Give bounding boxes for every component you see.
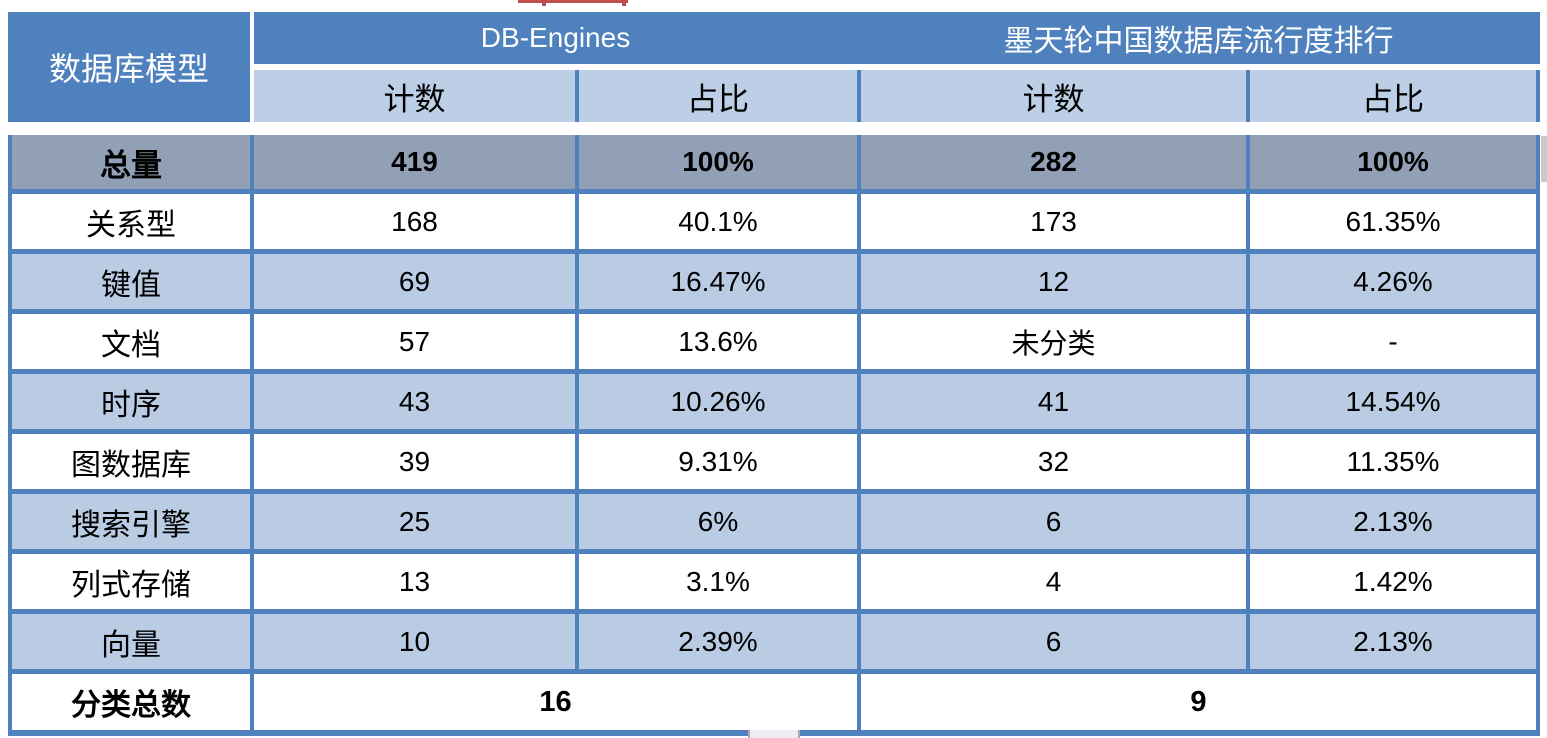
header-right-region: DB-Engines 墨天轮中国数据库流行度排行 计数 占比 计数 占比 (254, 12, 1540, 122)
percent-cell: 14.54% (1250, 374, 1536, 429)
table-row: 时序 43 10.26% 41 14.54% (8, 369, 1540, 429)
percent-cell: 9.31% (579, 434, 857, 489)
group-header-motianlun: 墨天轮中国数据库流行度排行 (1003, 25, 1394, 58)
count-cell: 4 (861, 554, 1246, 609)
count-cell: 未分类 (861, 314, 1246, 369)
red-text-descender (622, 0, 626, 6)
count-cell: 32 (861, 434, 1246, 489)
table-row: 搜索引擎 25 6% 6 2.13% (8, 489, 1540, 549)
count-cell: 6 (861, 494, 1246, 549)
percent-cell: 40.1% (579, 194, 857, 249)
percent-cell: 4.26% (1250, 254, 1536, 309)
percent-cell: 11.35% (1250, 434, 1536, 489)
percent-cell: 16.47% (579, 254, 857, 309)
subheader-dbengines-count: 计数 (254, 70, 575, 122)
percent-cell: 13.6% (579, 314, 857, 369)
group-header-row: DB-Engines 墨天轮中国数据库流行度排行 (254, 12, 1540, 64)
count-cell: 419 (254, 135, 575, 189)
database-model-comparison-table: 数据库模型 DB-Engines 墨天轮中国数据库流行度排行 计数 占比 计数 … (8, 12, 1540, 736)
percent-cell: 61.35% (1250, 194, 1536, 249)
count-cell: 41 (861, 374, 1246, 429)
row-label: 列式存储 (12, 554, 250, 609)
percent-cell: 2.13% (1250, 614, 1536, 669)
percent-cell: 10.26% (579, 374, 857, 429)
dbengines-category-count: 16 (254, 674, 857, 730)
subheader-dbengines-share: 占比 (579, 70, 857, 122)
table-row: 文档 57 13.6% 未分类 - (8, 309, 1540, 369)
percent-cell: 100% (579, 135, 857, 189)
header-gap (254, 64, 1540, 70)
percent-cell: 3.1% (579, 554, 857, 609)
percent-cell: 2.13% (1250, 494, 1536, 549)
red-text-descender (542, 0, 546, 6)
percent-cell: 2.39% (579, 614, 857, 669)
percent-cell: 1.42% (1250, 554, 1536, 609)
row-label: 总量 (12, 135, 250, 189)
count-cell: 10 (254, 614, 575, 669)
row-label: 分类总数 (12, 674, 250, 730)
horizontal-scrollbar-thumb[interactable] (748, 730, 800, 738)
row-label: 搜索引擎 (12, 494, 250, 549)
row-label: 图数据库 (12, 434, 250, 489)
corner-header-cell: 数据库模型 (8, 12, 250, 122)
row-label: 键值 (12, 254, 250, 309)
count-cell: 12 (861, 254, 1246, 309)
subheader-row: 计数 占比 计数 占比 (254, 70, 1540, 122)
count-cell: 6 (861, 614, 1246, 669)
table-row: 关系型 168 40.1% 173 61.35% (8, 189, 1540, 249)
header-body-gap (8, 122, 1540, 135)
count-cell: 57 (254, 314, 575, 369)
percent-cell: - (1250, 314, 1536, 369)
subheader-motianlun-count: 计数 (861, 70, 1246, 122)
table-row-total: 总量 419 100% 282 100% (8, 135, 1540, 189)
count-cell: 173 (861, 194, 1246, 249)
percent-cell: 6% (579, 494, 857, 549)
count-cell: 13 (254, 554, 575, 609)
group-header-db-engines: DB-Engines (480, 22, 631, 53)
subheader-motianlun-share: 占比 (1250, 70, 1536, 122)
row-label: 文档 (12, 314, 250, 369)
vertical-scrollbar-thumb[interactable] (1541, 136, 1547, 182)
count-cell: 69 (254, 254, 575, 309)
count-cell: 282 (861, 135, 1246, 189)
count-cell: 168 (254, 194, 575, 249)
percent-cell: 100% (1250, 135, 1536, 189)
table-row: 列式存储 13 3.1% 4 1.42% (8, 549, 1540, 609)
table-header: 数据库模型 DB-Engines 墨天轮中国数据库流行度排行 计数 占比 计数 … (8, 12, 1540, 122)
table-row-category-total: 分类总数 16 9 (8, 669, 1540, 730)
row-label: 时序 (12, 374, 250, 429)
count-cell: 43 (254, 374, 575, 429)
table-row: 图数据库 39 9.31% 32 11.35% (8, 429, 1540, 489)
row-label: 向量 (12, 614, 250, 669)
table-row: 向量 10 2.39% 6 2.13% (8, 609, 1540, 669)
count-cell: 39 (254, 434, 575, 489)
row-label: 关系型 (12, 194, 250, 249)
cropped-red-text-fragment (518, 0, 628, 6)
count-cell: 25 (254, 494, 575, 549)
motianlun-category-count: 9 (861, 674, 1536, 730)
header-divider (250, 12, 254, 122)
table-row: 键值 69 16.47% 12 4.26% (8, 249, 1540, 309)
